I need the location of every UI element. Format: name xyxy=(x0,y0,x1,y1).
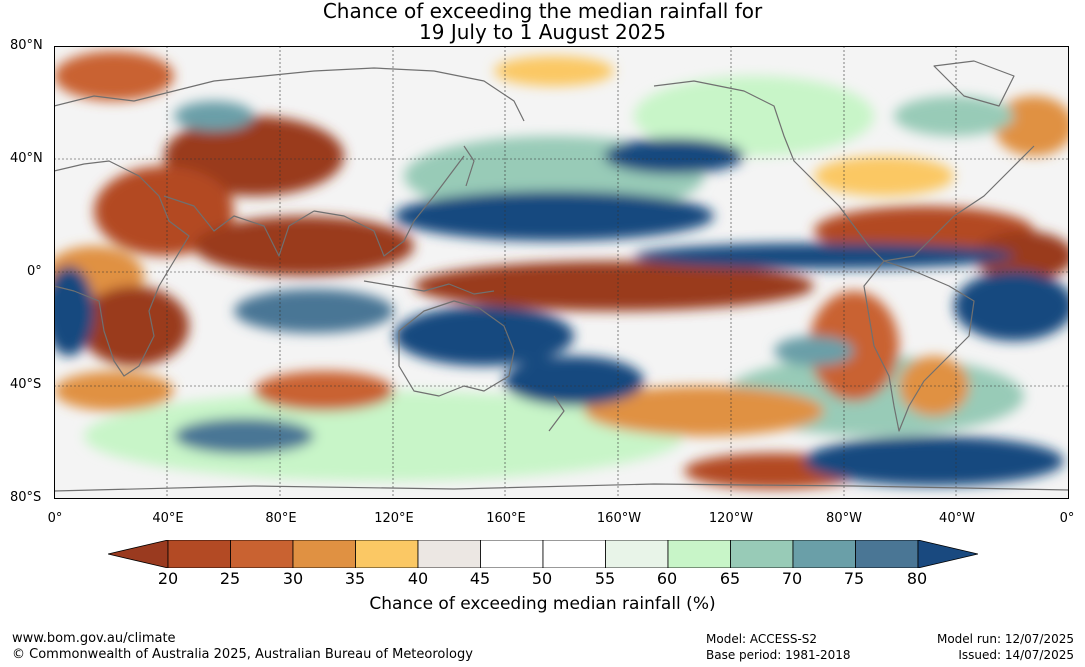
lon-label-120e: 120°E xyxy=(374,511,414,526)
colorbar-extend-high xyxy=(917,540,978,568)
lat-label-equator: 0° xyxy=(27,264,42,279)
footer-base-period: Base period: 1981-2018 xyxy=(706,648,851,662)
lat-label-40s: 40°S xyxy=(10,377,42,392)
colorbar-segment xyxy=(605,540,669,568)
lon-label-0-east: 0° xyxy=(1059,511,1075,526)
colorbar-tick-50: 50 xyxy=(531,569,553,588)
footer-model: Model: ACCESS-S2 xyxy=(706,632,818,646)
colorbar-segment xyxy=(542,540,606,568)
colorbar-segment xyxy=(355,540,419,568)
lat-label-80s: 80°S xyxy=(10,490,42,505)
colorbar-tick-65: 65 xyxy=(719,569,741,588)
colorbar-segment xyxy=(167,540,231,568)
lon-label-40e: 40°E xyxy=(152,511,184,526)
lon-label-40w: 40°W xyxy=(939,511,975,526)
probability-field xyxy=(44,51,1074,489)
lon-label-120w: 120°W xyxy=(708,511,754,526)
colorbar-tick-60: 60 xyxy=(656,569,678,588)
lon-label-80e: 80°E xyxy=(265,511,297,526)
colorbar-tick-55: 55 xyxy=(594,569,616,588)
colorbar-tick-75: 75 xyxy=(843,569,865,588)
colorbar xyxy=(108,540,978,568)
lon-label-80w: 80°W xyxy=(826,511,862,526)
colorbar-tick-40: 40 xyxy=(407,569,429,588)
colorbar-tick-45: 45 xyxy=(469,569,491,588)
colorbar-extend-low xyxy=(108,540,169,568)
colorbar-tick-70: 70 xyxy=(781,569,803,588)
lon-label-160w: 160°W xyxy=(596,511,642,526)
colorbar-segment xyxy=(417,540,481,568)
colorbar-tick-30: 30 xyxy=(282,569,304,588)
map-frame xyxy=(54,46,1069,499)
colorbar-tick-20: 20 xyxy=(157,569,179,588)
colorbar-segment xyxy=(480,540,544,568)
map-title-line1: Chance of exceeding the median rainfall … xyxy=(322,0,763,23)
colorbar-segment xyxy=(667,540,731,568)
footer-issued: Issued: 14/07/2025 xyxy=(958,648,1074,662)
rainfall-probability-map xyxy=(44,46,1074,499)
colorbar-tick-80: 80 xyxy=(906,569,928,588)
lon-label-160e: 160°E xyxy=(486,511,526,526)
colorbar-tick-35: 35 xyxy=(344,569,366,588)
lat-label-40n: 40°N xyxy=(10,151,43,166)
colorbar-label: Chance of exceeding median rainfall (%) xyxy=(369,594,716,614)
colorbar-segment xyxy=(230,540,294,568)
footer-model-run: Model run: 12/07/2025 xyxy=(936,632,1074,646)
footer-copyright: © Commonwealth of Australia 2025, Austra… xyxy=(12,647,473,662)
lat-label-80n: 80°N xyxy=(10,38,43,53)
colorbar-segment xyxy=(292,540,356,568)
map-title-line2: 19 July to 1 August 2025 xyxy=(419,20,666,44)
colorbar-segment xyxy=(792,540,856,568)
lon-label-0: 0° xyxy=(47,511,63,526)
colorbar-tick-25: 25 xyxy=(219,569,241,588)
map-canvas xyxy=(44,46,1074,499)
colorbar-segment xyxy=(855,540,919,568)
footer-url[interactable]: www.bom.gov.au/climate xyxy=(12,631,176,646)
colorbar-segment xyxy=(730,540,794,568)
coastlines xyxy=(53,60,1070,492)
graticule xyxy=(54,46,1069,499)
